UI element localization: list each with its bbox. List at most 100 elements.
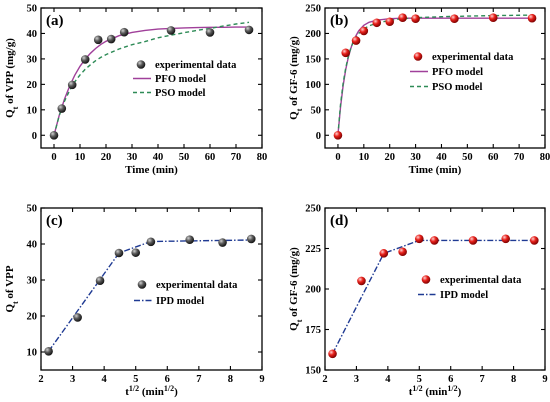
x-tick-label: 10	[75, 152, 86, 163]
y-tick-label: 0	[32, 131, 37, 142]
x-tick-label: 80	[257, 152, 268, 163]
legend-label: PFO model	[155, 74, 206, 85]
chart-panel-d: 2 3 4 5 6 7 8 9 150 175 200 225 250 t1/2 (min1/2) Qt o…	[288, 204, 548, 399]
y-tick-label: 175	[305, 325, 321, 336]
data-point	[398, 247, 407, 257]
y-axis-label: Qt of GF-6 (mg/g)	[288, 247, 304, 331]
legend-label: IPD model	[440, 290, 488, 301]
panel-label: (a)	[46, 13, 64, 29]
y-tick-label: 30	[27, 276, 38, 287]
data-point	[166, 26, 176, 35]
x-tick-label: 9	[259, 374, 264, 385]
x-tick-label: 4	[102, 374, 108, 385]
data-point	[351, 36, 361, 45]
data-point	[430, 236, 439, 245]
plot-frame	[324, 7, 546, 149]
legend-label: experimental data	[432, 52, 514, 63]
x-tick-label: 10	[359, 152, 370, 163]
x-tick-label: 0	[335, 152, 340, 163]
y-tick-label: 20	[27, 80, 38, 91]
legend-marker	[421, 275, 431, 284]
series-line-ipd-model	[48, 239, 252, 352]
data-point	[385, 17, 395, 27]
x-tick-label: 8	[511, 374, 516, 385]
y-tick-label: 10	[27, 348, 38, 359]
x-tick-label: 3	[70, 374, 75, 385]
y-tick-label: 50	[27, 204, 38, 215]
series-line-ipd-model	[331, 239, 535, 355]
data-point	[527, 13, 537, 23]
panel-label: (c)	[46, 213, 63, 229]
y-tick-label: 0	[316, 131, 321, 142]
y-tick-label: 150	[305, 54, 321, 65]
x-axis-label: t1/2 (min1/2)	[125, 384, 178, 399]
data-point	[341, 48, 351, 58]
data-point	[80, 55, 90, 64]
series-line-pso-model	[337, 14, 533, 136]
x-tick-label: 6	[165, 374, 170, 385]
y-tick-label: 50	[27, 4, 38, 15]
legend-label: PFO model	[432, 67, 483, 78]
x-tick-label: 30	[127, 152, 138, 163]
data-point	[205, 28, 215, 37]
data-point	[468, 236, 478, 245]
data-point	[450, 14, 459, 23]
legend-label: IPD model	[156, 296, 204, 307]
x-tick-label: 7	[480, 374, 485, 385]
data-point	[44, 346, 53, 356]
x-tick-label: 8	[228, 374, 233, 385]
x-tick-label: 7	[196, 374, 201, 385]
data-point	[246, 234, 256, 244]
x-tick-label: 60	[205, 152, 216, 163]
data-point	[131, 248, 141, 257]
chart-panel-c: 2 3 4 5 6 7 8 9 10 20 30 40 50 t1/2 (min1/2) Qt of VPP…	[4, 204, 265, 399]
legend: experimental data IPD model	[418, 275, 522, 301]
x-tick-label: 6	[448, 374, 453, 385]
x-tick-label: 80	[540, 152, 550, 163]
y-axis-label: Qt of GF-6 (mg/g)	[288, 36, 304, 120]
panel-label: (b)	[330, 13, 348, 29]
x-tick-label: 3	[354, 374, 359, 385]
legend-label: experimental data	[156, 280, 238, 291]
data-point	[379, 249, 389, 258]
legend: experimental data IPD model	[134, 280, 238, 307]
legend-marker	[413, 52, 423, 61]
x-axis-label: t1/2 (min1/2)	[409, 384, 462, 399]
x-tick-label: 50	[179, 152, 190, 163]
y-tick-label: 40	[27, 29, 38, 40]
legend-label: experimental data	[440, 275, 522, 286]
legend-label: experimental data	[155, 60, 237, 71]
y-tick-label: 50	[311, 105, 322, 116]
legend-marker	[136, 60, 146, 69]
data-point	[501, 234, 511, 244]
y-axis-label: Qt of VPP (mg/g)	[4, 38, 20, 118]
data-point	[244, 25, 254, 35]
data-point	[372, 18, 382, 28]
legend-label: PSO model	[155, 88, 206, 99]
plot-frame	[40, 207, 263, 371]
data-point	[359, 26, 369, 36]
y-tick-label: 250	[305, 204, 321, 215]
y-tick-label: 225	[305, 244, 321, 255]
data-point	[67, 80, 77, 90]
data-point	[218, 238, 227, 247]
data-point	[119, 27, 129, 37]
x-tick-label: 70	[231, 152, 242, 163]
x-tick-label: 5	[133, 374, 138, 385]
y-tick-label: 10	[27, 105, 38, 116]
panel-label: (d)	[330, 213, 348, 229]
y-tick-label: 30	[27, 54, 38, 65]
data-point	[185, 235, 195, 244]
data-point	[398, 13, 407, 22]
x-tick-label: 4	[385, 374, 391, 385]
x-tick-label: 20	[101, 152, 112, 163]
plot-frame	[324, 207, 546, 371]
data-point	[488, 13, 498, 22]
x-tick-label: 9	[542, 374, 547, 385]
legend-marker	[137, 280, 147, 289]
data-point	[114, 248, 124, 258]
y-tick-label: 150	[305, 366, 321, 377]
x-axis-label: Time (min)	[409, 164, 462, 176]
data-point	[93, 35, 103, 45]
